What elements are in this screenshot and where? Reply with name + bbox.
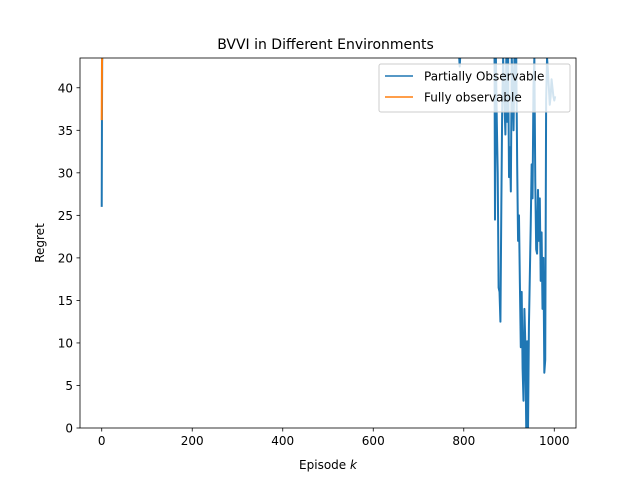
x-axis-ticks: 0 200 400 600 800 1000 xyxy=(98,428,570,448)
legend: Partially Observable Fully observable xyxy=(378,63,571,113)
y-axis-ticks: 0 5 10 15 20 25 30 35 40 xyxy=(58,81,80,436)
y-tick-label: 20 xyxy=(58,251,73,265)
x-tick-label: 200 xyxy=(181,434,204,448)
x-tick-label: 400 xyxy=(271,434,294,448)
legend-label-partially-observable: Partially Observable xyxy=(424,70,544,84)
y-axis-label: Regret xyxy=(33,223,47,263)
x-tick-label: 800 xyxy=(452,434,475,448)
y-tick-label: 10 xyxy=(58,336,73,350)
series-lines xyxy=(100,58,557,428)
series-line-partially-observable xyxy=(493,58,557,428)
y-tick-label: 25 xyxy=(58,209,73,223)
x-axis-label: Episode k xyxy=(299,458,358,472)
y-tick-label: 5 xyxy=(65,379,73,393)
x-tick-label: 600 xyxy=(362,434,385,448)
plot-frame xyxy=(79,57,577,429)
y-tick-label: 30 xyxy=(58,166,73,180)
legend-box xyxy=(378,63,571,113)
y-tick-label: 0 xyxy=(65,422,73,436)
chart-title: BVVI in Different Environments xyxy=(217,37,434,53)
legend-label-fully-observable: Fully observable xyxy=(424,91,522,105)
y-tick-label: 35 xyxy=(58,124,73,138)
y-tick-label: 40 xyxy=(58,81,73,95)
x-tick-label: 0 xyxy=(98,434,106,448)
x-tick-label: 1000 xyxy=(539,434,570,448)
y-tick-label: 15 xyxy=(58,294,73,308)
